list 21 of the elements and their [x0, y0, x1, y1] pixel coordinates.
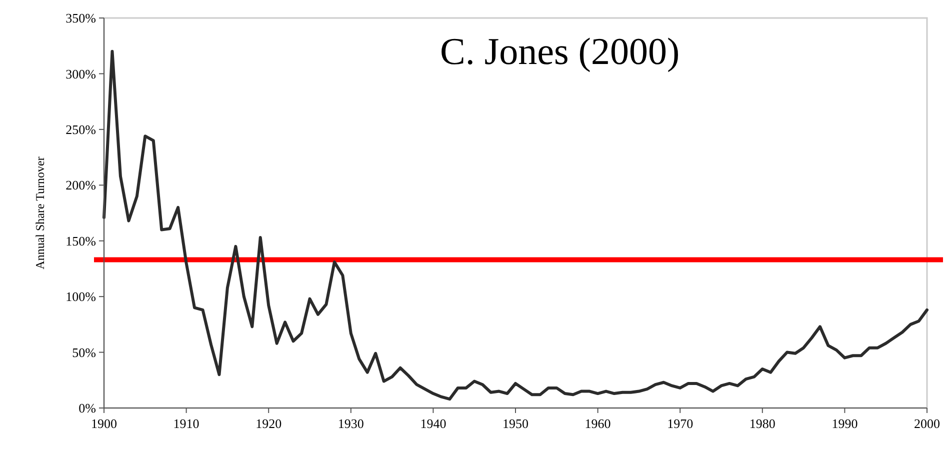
- y-tick-label: 0%: [78, 400, 96, 416]
- x-tick-label: 1900: [91, 416, 117, 431]
- x-tick-label: 2000: [914, 416, 940, 431]
- x-tick-label: 1920: [256, 416, 282, 431]
- x-tick-label: 1990: [832, 416, 858, 431]
- x-tick-label: 1950: [502, 416, 528, 431]
- x-tick-label: 1910: [173, 416, 200, 431]
- y-tick-label: 300%: [66, 66, 96, 82]
- y-axis-title: Annual Share Turnover: [33, 156, 47, 270]
- annotation: C. Jones (2000): [440, 31, 680, 73]
- y-tick-label: 200%: [66, 178, 96, 193]
- x-tick-label: 1940: [420, 416, 446, 431]
- x-tick-label: 1980: [749, 416, 776, 431]
- y-tick-label: 50%: [72, 344, 96, 360]
- x-tick-label: 1930: [338, 416, 364, 431]
- x-tick-label: 1960: [584, 416, 611, 431]
- y-tick-label: 250%: [66, 122, 96, 137]
- y-tick-label: 150%: [66, 233, 96, 248]
- y-tick-label: 100%: [66, 289, 96, 304]
- x-tick-label: 1970: [667, 416, 694, 431]
- y-tick-label: 350%: [66, 10, 96, 26]
